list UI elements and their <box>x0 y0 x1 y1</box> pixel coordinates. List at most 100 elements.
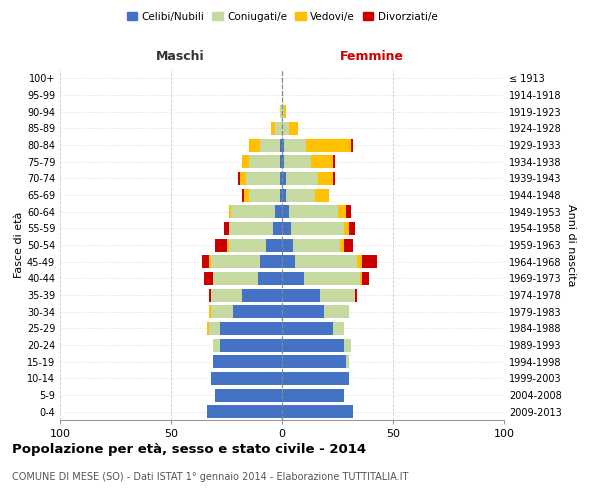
Bar <box>206 405 282 418</box>
Y-axis label: Fasce di età: Fasce di età <box>14 212 24 278</box>
Bar <box>220 322 282 335</box>
Bar <box>282 238 293 252</box>
Bar <box>280 155 282 168</box>
Bar <box>284 138 307 151</box>
Bar <box>344 338 351 351</box>
Bar <box>275 205 282 218</box>
Bar <box>227 238 229 252</box>
Bar <box>271 122 275 135</box>
Text: Maschi: Maschi <box>155 50 205 62</box>
Bar <box>248 188 280 202</box>
Bar <box>304 272 360 285</box>
Bar <box>282 288 320 302</box>
Text: COMUNE DI MESE (SO) - Dati ISTAT 1° gennaio 2014 - Elaborazione TUTTITALIA.IT: COMUNE DI MESE (SO) - Dati ISTAT 1° genn… <box>12 472 409 482</box>
Bar <box>289 122 298 135</box>
Bar <box>346 205 351 218</box>
Bar <box>282 205 289 218</box>
Bar <box>351 138 353 151</box>
Bar <box>344 238 353 252</box>
Bar <box>215 238 227 252</box>
Bar <box>282 355 346 368</box>
Bar <box>213 338 220 351</box>
Y-axis label: Anni di nascita: Anni di nascita <box>566 204 575 286</box>
Bar <box>257 272 282 285</box>
Bar <box>286 172 317 185</box>
Bar <box>213 272 257 285</box>
Bar <box>211 372 282 385</box>
Bar <box>349 222 355 235</box>
Bar <box>220 338 282 351</box>
Bar <box>360 272 362 285</box>
Bar <box>244 188 249 202</box>
Bar <box>240 172 247 185</box>
Bar <box>280 105 282 118</box>
Bar <box>284 155 311 168</box>
Bar <box>320 288 355 302</box>
Bar <box>215 388 282 402</box>
Bar <box>209 305 211 318</box>
Bar <box>280 172 282 185</box>
Bar <box>282 405 353 418</box>
Bar <box>282 305 324 318</box>
Bar <box>344 222 349 235</box>
Bar <box>282 372 349 385</box>
Bar <box>340 238 344 252</box>
Bar <box>266 238 282 252</box>
Bar <box>273 222 282 235</box>
Bar <box>242 188 244 202</box>
Bar <box>307 138 351 151</box>
Bar <box>346 355 349 368</box>
Bar <box>211 255 260 268</box>
Bar <box>229 238 266 252</box>
Bar <box>316 188 329 202</box>
Bar <box>355 288 358 302</box>
Bar <box>286 188 316 202</box>
Bar <box>280 138 282 151</box>
Bar <box>211 288 242 302</box>
Bar <box>358 255 362 268</box>
Bar <box>282 222 291 235</box>
Bar <box>284 105 286 118</box>
Bar <box>333 155 335 168</box>
Bar <box>209 322 220 335</box>
Bar <box>209 288 211 302</box>
Bar <box>238 172 240 185</box>
Bar <box>282 155 284 168</box>
Bar <box>291 222 344 235</box>
Bar <box>249 138 260 151</box>
Bar <box>282 388 344 402</box>
Bar <box>242 155 249 168</box>
Bar <box>206 322 209 335</box>
Bar <box>280 188 282 202</box>
Bar <box>233 305 282 318</box>
Bar <box>204 272 213 285</box>
Bar <box>224 222 229 235</box>
Bar <box>282 272 304 285</box>
Bar <box>275 122 282 135</box>
Text: Popolazione per età, sesso e stato civile - 2014: Popolazione per età, sesso e stato civil… <box>12 442 366 456</box>
Bar <box>202 255 209 268</box>
Bar <box>324 305 349 318</box>
Bar <box>362 272 368 285</box>
Bar <box>282 122 289 135</box>
Bar <box>260 255 282 268</box>
Bar <box>247 172 280 185</box>
Bar <box>229 205 231 218</box>
Bar <box>229 222 273 235</box>
Bar <box>209 255 211 268</box>
Bar <box>282 138 284 151</box>
Bar <box>213 355 282 368</box>
Bar <box>295 255 358 268</box>
Bar <box>282 172 286 185</box>
Bar <box>282 105 284 118</box>
Bar <box>282 322 333 335</box>
Bar <box>211 305 233 318</box>
Text: Femmine: Femmine <box>340 50 404 62</box>
Bar <box>282 255 295 268</box>
Bar <box>231 205 275 218</box>
Bar <box>293 238 340 252</box>
Bar <box>311 155 333 168</box>
Bar <box>242 288 282 302</box>
Bar <box>282 338 344 351</box>
Legend: Celibi/Nubili, Coniugati/e, Vedovi/e, Divorziati/e: Celibi/Nubili, Coniugati/e, Vedovi/e, Di… <box>122 8 442 26</box>
